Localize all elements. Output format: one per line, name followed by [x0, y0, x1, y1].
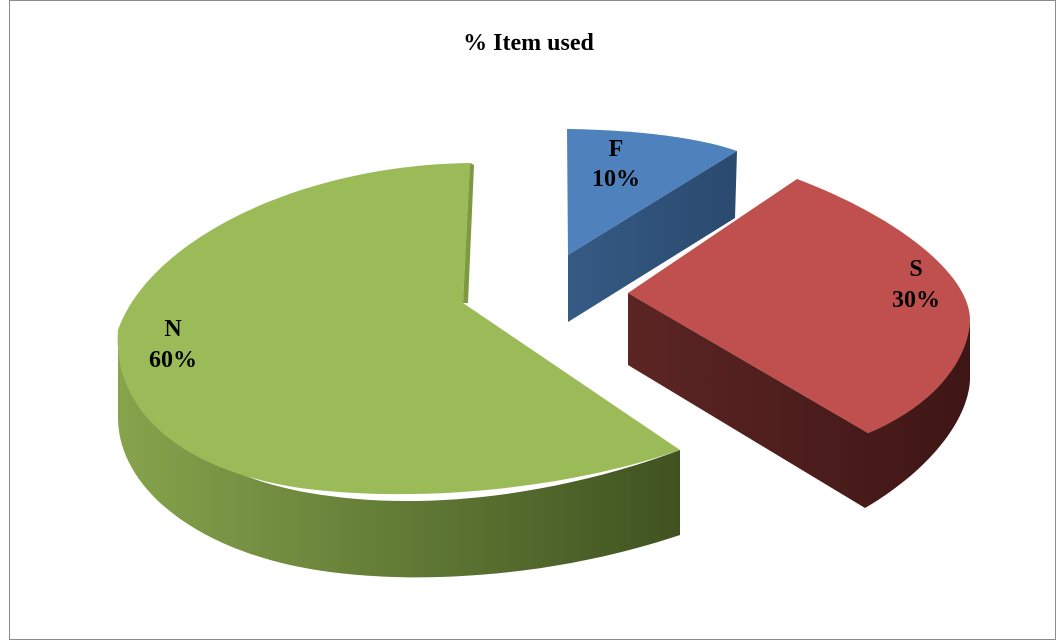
slice-n-inner-edge [463, 163, 474, 303]
slice-value-n: 60% [149, 347, 197, 373]
chart-title: % Item used [463, 30, 594, 56]
pie-slice-n [117, 163, 680, 578]
pie-slice-f [567, 129, 737, 322]
slice-s-side [628, 293, 970, 508]
slice-value-s: 30% [892, 287, 940, 313]
slice-n-top [117, 163, 680, 495]
pie-slice-s [628, 179, 970, 508]
slice-s-top [628, 179, 970, 433]
slice-f-side [568, 151, 737, 322]
slice-value-f: 10% [592, 166, 640, 192]
slice-label-s: S [909, 256, 922, 282]
slice-n-side [118, 340, 680, 578]
slice-label-f: F [609, 136, 624, 162]
slice-label-n: N [164, 316, 182, 342]
slice-f-top [567, 129, 737, 255]
